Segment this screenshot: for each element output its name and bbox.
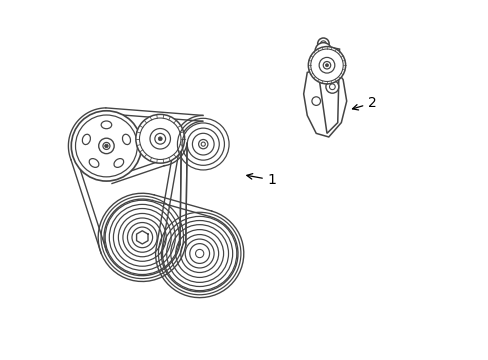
Ellipse shape (114, 159, 123, 167)
Circle shape (99, 138, 114, 154)
Circle shape (311, 97, 320, 105)
Circle shape (325, 64, 328, 67)
Ellipse shape (82, 134, 90, 145)
Circle shape (158, 137, 162, 141)
Ellipse shape (101, 121, 111, 129)
Circle shape (104, 144, 108, 148)
Ellipse shape (89, 159, 99, 167)
Circle shape (311, 53, 329, 71)
Circle shape (71, 111, 142, 181)
Circle shape (136, 114, 184, 163)
Text: 2: 2 (352, 96, 376, 110)
Circle shape (102, 143, 110, 149)
Ellipse shape (122, 134, 130, 145)
Circle shape (314, 42, 331, 59)
Text: 1: 1 (246, 173, 276, 187)
Circle shape (317, 38, 328, 49)
Circle shape (201, 142, 205, 146)
Circle shape (308, 46, 345, 84)
Polygon shape (316, 45, 339, 134)
Polygon shape (303, 65, 346, 137)
Circle shape (325, 80, 338, 93)
